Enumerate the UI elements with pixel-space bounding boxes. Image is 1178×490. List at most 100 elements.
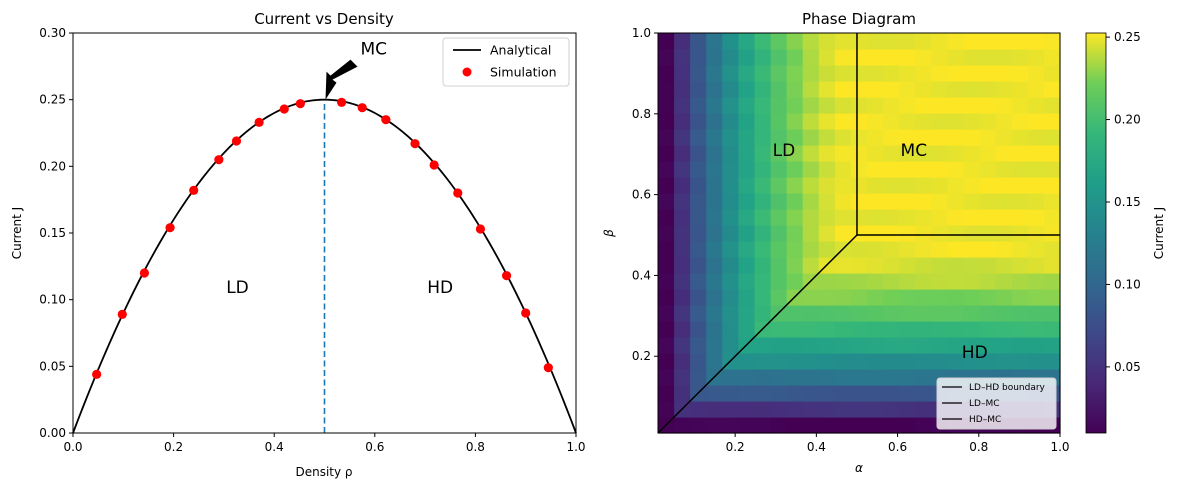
heatmap-cell <box>818 321 836 338</box>
heatmap-cell <box>834 385 852 402</box>
right-plot-frame <box>657 32 1061 434</box>
heatmap-cell <box>738 225 756 242</box>
heatmap-cell <box>995 257 1013 274</box>
heatmap-cell <box>1043 81 1061 98</box>
heatmap-cell <box>1043 209 1061 226</box>
heatmap-cell <box>850 97 868 114</box>
heatmap-cell <box>915 305 932 322</box>
heatmap-cell <box>786 177 804 194</box>
heatmap-cell <box>1043 193 1061 210</box>
heatmap-cell <box>770 401 788 418</box>
heatmap-cell <box>834 321 852 338</box>
heatmap-cell <box>883 209 900 226</box>
heatmap-cell <box>867 321 884 338</box>
x-tick-label: 0.4 <box>265 440 284 454</box>
x-tick-label: 1.0 <box>566 440 585 454</box>
heatmap-cell <box>931 273 949 290</box>
heatmap-cell <box>1043 321 1061 338</box>
heatmap-cell <box>674 97 691 114</box>
heatmap-cell <box>818 353 836 370</box>
heatmap-cell <box>770 209 788 226</box>
heatmap-cell <box>899 353 916 370</box>
heatmap-cell <box>770 353 788 370</box>
heatmap-cell <box>931 177 949 194</box>
heatmap-cell <box>947 273 965 290</box>
heatmap-cell <box>770 337 788 354</box>
heatmap-cell <box>690 241 707 258</box>
heatmap-cell <box>770 65 788 82</box>
simulation-point <box>357 103 367 113</box>
heatmap-cell <box>818 241 836 258</box>
heatmap-cell <box>995 273 1013 290</box>
heatmap-cell <box>979 337 997 354</box>
simulation-point <box>429 160 439 170</box>
heatmap-cell <box>963 289 981 306</box>
heatmap-cell <box>770 273 788 290</box>
heatmap-cell <box>706 417 723 434</box>
heatmap-cell <box>899 49 916 66</box>
heatmap-cell <box>786 257 804 274</box>
heatmap-cell <box>963 225 981 242</box>
heatmap-cell <box>738 113 756 130</box>
heatmap-cell <box>915 81 932 98</box>
heatmap-cell <box>786 385 804 402</box>
heatmap-cell <box>850 273 868 290</box>
heatmap-cell <box>995 145 1013 162</box>
heatmap-cell <box>963 241 981 258</box>
heatmap-cell <box>834 129 852 146</box>
heatmap-cell <box>1043 353 1061 370</box>
heatmap-cell <box>1027 193 1045 210</box>
heatmap-cell <box>802 257 820 274</box>
heatmap-cell <box>754 193 772 210</box>
heatmap-cell <box>754 353 772 370</box>
heatmap-cell <box>1011 33 1029 50</box>
heatmap-cell <box>722 145 739 162</box>
simulation-point <box>521 308 531 318</box>
heatmap-cell <box>931 305 949 322</box>
legend-simulation-label: Simulation <box>490 65 557 80</box>
heatmap-cell <box>834 289 852 306</box>
heatmap-cell <box>754 209 772 226</box>
heatmap-cell <box>834 145 852 162</box>
heatmap-cell <box>867 129 884 146</box>
heatmap-cell <box>947 49 965 66</box>
heatmap-cell <box>947 305 965 322</box>
heatmap-cell <box>786 337 804 354</box>
heatmap-cell <box>802 49 820 66</box>
heatmap-cell <box>915 113 932 130</box>
heatmap-cell <box>867 225 884 242</box>
x-tick-label: 0.2 <box>726 440 745 454</box>
heatmap-cell <box>931 33 949 50</box>
heatmap-cell <box>995 209 1013 226</box>
heatmap-cell <box>834 193 852 210</box>
heatmap-cell <box>786 129 804 146</box>
heatmap-cell <box>706 273 723 290</box>
heatmap-cell <box>834 97 852 114</box>
heatmap-cell <box>899 145 916 162</box>
heatmap-cell <box>834 417 852 434</box>
heatmap-cell <box>674 209 691 226</box>
heatmap-cell <box>834 209 852 226</box>
heatmap-cell <box>722 369 739 386</box>
heatmap-cell <box>818 289 836 306</box>
legend-ld-hd-label: LD–HD boundary <box>969 383 1046 393</box>
heatmap-cell <box>947 81 965 98</box>
heatmap-cell <box>690 417 707 434</box>
simulation-point <box>139 268 150 278</box>
heatmap-cell <box>802 369 820 386</box>
heatmap-cell <box>706 209 723 226</box>
simulation-point <box>475 224 486 234</box>
heatmap-cell <box>883 401 900 418</box>
heatmap-cell <box>754 33 772 50</box>
heatmap-cell <box>899 81 916 98</box>
heatmap-cell <box>738 417 756 434</box>
heatmap-cell <box>658 289 675 306</box>
heatmap-cell <box>690 257 707 274</box>
heatmap-cell <box>979 97 997 114</box>
heatmap-cell <box>706 33 723 50</box>
heatmap-cell <box>979 161 997 178</box>
heatmap-cell <box>979 193 997 210</box>
colorbar-label: Current J <box>1152 207 1166 259</box>
y-tick-label: 0.15 <box>39 226 66 240</box>
heatmap-cell <box>963 113 981 130</box>
